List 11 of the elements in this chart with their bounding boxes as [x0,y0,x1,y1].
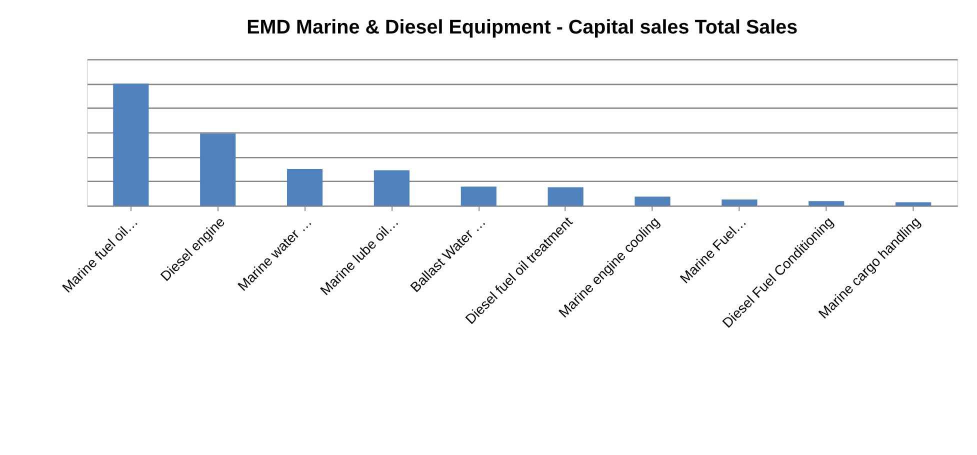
bar [286,169,323,206]
bar [374,170,410,206]
bar [896,202,932,206]
bar [722,199,758,206]
bar [200,134,236,206]
bar [634,196,670,206]
bar [808,201,844,206]
bar [460,186,496,206]
chart-title: EMD Marine & Diesel Equipment - Capital sales Total Sales [246,16,798,39]
bar [113,84,149,206]
bar [548,187,584,206]
